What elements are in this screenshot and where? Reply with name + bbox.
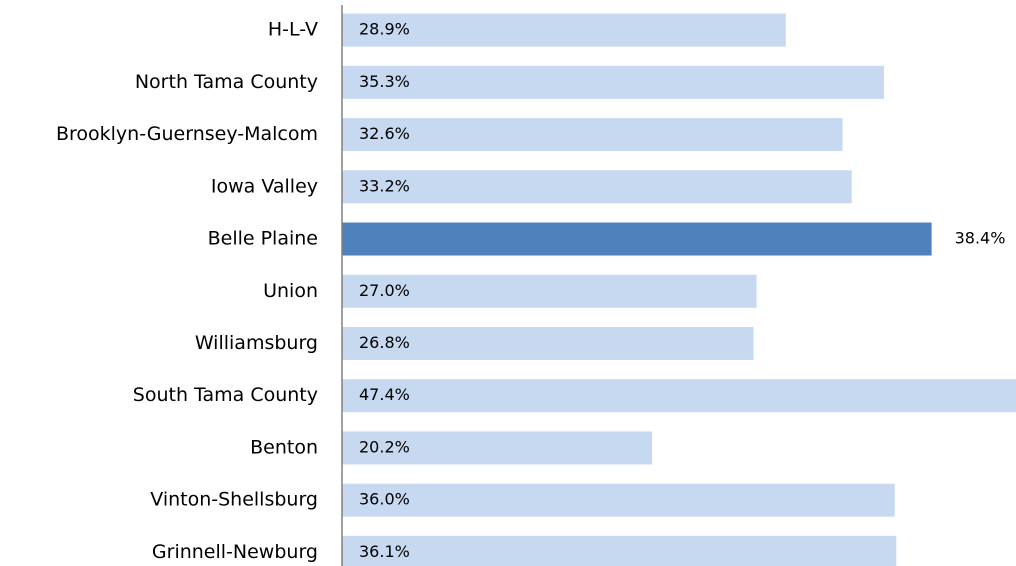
- category-label: North Tama County: [135, 71, 318, 93]
- category-label: Benton: [250, 436, 318, 458]
- bar: [342, 431, 653, 465]
- value-label: 36.0%: [359, 490, 410, 509]
- category-label: Vinton-Shellsburg: [150, 489, 318, 511]
- category-label: Belle Plaine: [208, 228, 318, 250]
- value-label: 38.4%: [955, 229, 1006, 248]
- category-label: Williamsburg: [195, 332, 318, 354]
- category-label: Union: [263, 280, 318, 302]
- value-label: 36.1%: [359, 542, 410, 561]
- bar: [342, 65, 885, 99]
- bar: [342, 170, 852, 204]
- category-label: H-L-V: [268, 19, 318, 41]
- value-label: 28.9%: [359, 20, 410, 39]
- category-label: South Tama County: [133, 384, 318, 406]
- bar: [342, 118, 843, 152]
- bar: [342, 379, 1016, 413]
- value-label: 47.4%: [359, 385, 410, 404]
- value-label: 33.2%: [359, 176, 410, 195]
- value-label: 35.3%: [359, 72, 410, 91]
- bar: [342, 326, 754, 360]
- value-label: 26.8%: [359, 333, 410, 352]
- value-label: 32.6%: [359, 124, 410, 143]
- bar: [342, 483, 895, 517]
- category-label: Iowa Valley: [211, 175, 318, 197]
- value-label: 20.2%: [359, 437, 410, 456]
- value-label: 27.0%: [359, 281, 410, 300]
- bar: [342, 13, 786, 47]
- bar: [342, 274, 757, 308]
- bar: [342, 535, 897, 566]
- bar: [342, 222, 932, 256]
- category-label: Grinnell-Newburg: [152, 541, 318, 563]
- category-label: Brooklyn-Guernsey-Malcom: [56, 123, 318, 145]
